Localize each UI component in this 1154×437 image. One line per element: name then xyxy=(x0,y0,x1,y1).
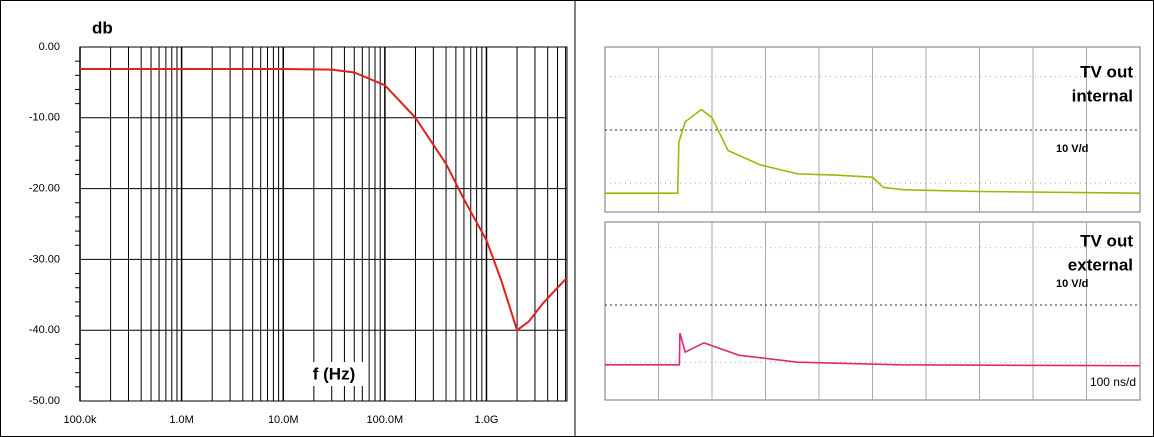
timebase-label: 100 ns/d xyxy=(1090,375,1136,389)
trace-label: TV out xyxy=(1080,62,1133,81)
trace-label: external xyxy=(1068,255,1133,274)
figure: 0.00 -10.00 -20.00 -30.00 -40.00 -50.00100.0k… xyxy=(0,0,1154,437)
chart-title: db xyxy=(92,18,113,37)
y-tick-label: -40.00 xyxy=(29,324,60,336)
x-tick-label: 10.0M xyxy=(268,414,299,426)
x-tick-label: 100.0k xyxy=(63,414,97,426)
y-tick-label: -30.00 xyxy=(29,253,60,265)
trace-label: TV out xyxy=(1080,231,1133,250)
oscilloscope: TV out internal 10 V/d TV out external 10 V/d… xyxy=(605,47,1140,400)
scale-label: 10 V/d xyxy=(1056,278,1088,290)
frequency-chart: 0.00 -10.00 -20.00 -30.00 -40.00 -50.00100.0k… xyxy=(29,18,567,425)
x-tick-label: 1.0M xyxy=(169,414,193,426)
y-tick-label: -50.00 xyxy=(29,395,60,407)
scale-label: 10 V/d xyxy=(1056,143,1088,155)
x-tick-label: 1.0G xyxy=(475,414,499,426)
plot-area xyxy=(80,47,567,401)
x-tick-label: 100.0M xyxy=(367,414,404,426)
x-axis-label: f (Hz) xyxy=(313,364,355,383)
y-tick-label: -20.00 xyxy=(29,183,60,195)
y-tick-label: 0.00 xyxy=(39,41,60,53)
trace-label: internal xyxy=(1072,86,1133,105)
y-tick-label: -10.00 xyxy=(29,112,60,124)
